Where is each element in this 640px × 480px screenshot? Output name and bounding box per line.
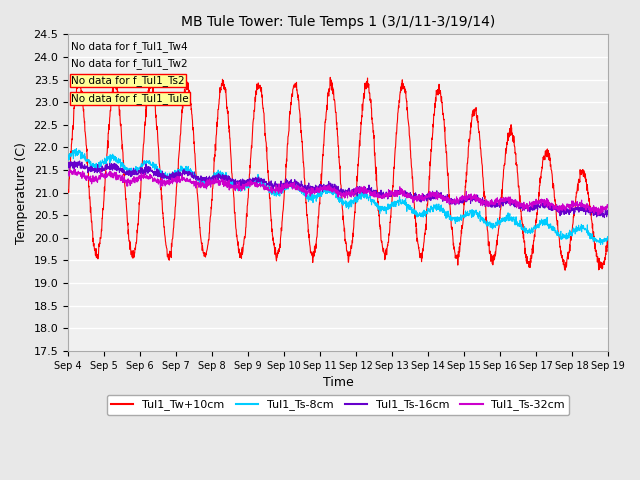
- Legend: Tul1_Tw+10cm, Tul1_Ts-8cm, Tul1_Ts-16cm, Tul1_Ts-32cm: Tul1_Tw+10cm, Tul1_Ts-8cm, Tul1_Ts-16cm,…: [107, 395, 570, 415]
- Text: No data for f_Tul1_Ts2: No data for f_Tul1_Ts2: [71, 75, 184, 86]
- X-axis label: Time: Time: [323, 376, 353, 389]
- Text: No data for f_Tul1_Tw2: No data for f_Tul1_Tw2: [71, 58, 188, 69]
- Y-axis label: Temperature (C): Temperature (C): [15, 142, 28, 243]
- Text: No data for f_Tul1_Tw4: No data for f_Tul1_Tw4: [71, 41, 188, 51]
- Title: MB Tule Tower: Tule Temps 1 (3/1/11-3/19/14): MB Tule Tower: Tule Temps 1 (3/1/11-3/19…: [181, 15, 495, 29]
- Text: No data for f_Tul1_Tule: No data for f_Tul1_Tule: [71, 93, 188, 104]
